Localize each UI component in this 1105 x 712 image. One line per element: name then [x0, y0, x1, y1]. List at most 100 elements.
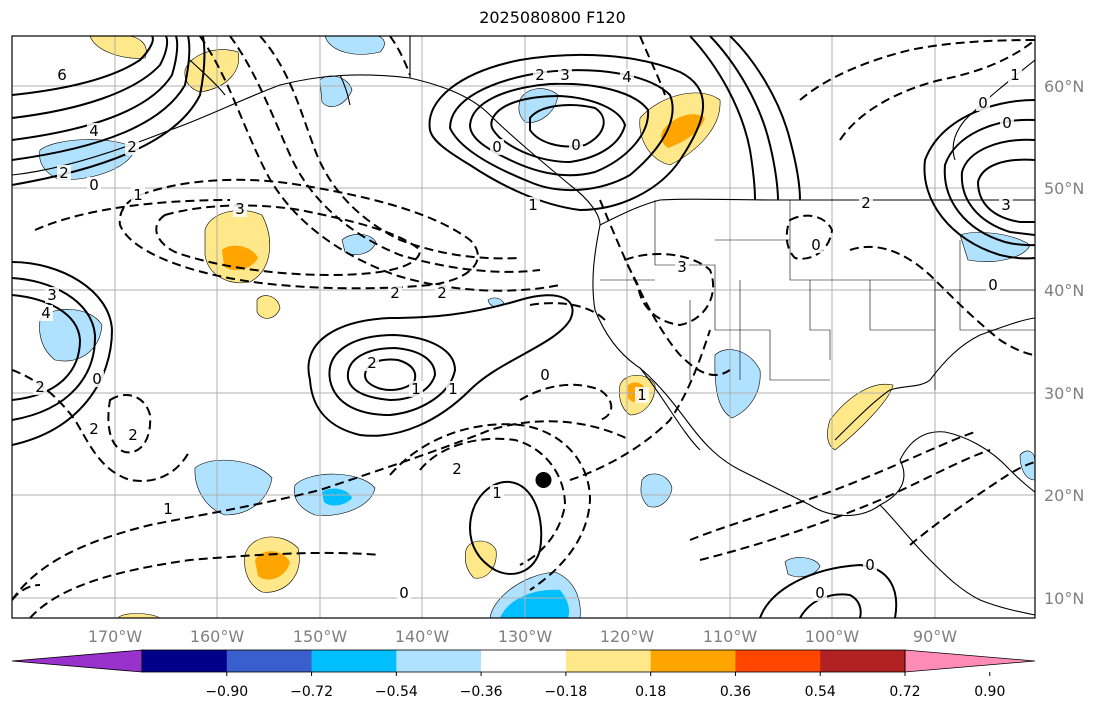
contour-label: 0: [978, 94, 988, 112]
contour-label: 2: [535, 66, 545, 84]
contour-label-bg: [1000, 115, 1014, 131]
contour-label-bg: [39, 305, 53, 321]
colorbar-outline: [141, 649, 906, 673]
contour-label: 2: [861, 194, 871, 212]
contour-label-bg: [813, 585, 827, 601]
contour-label-bg: [57, 165, 71, 181]
contour-label: 2: [128, 426, 138, 444]
colorbar-tick-label: 0.18: [635, 684, 666, 700]
contour-label-bg: [90, 371, 104, 387]
lon-label: 150°W: [293, 627, 348, 646]
colorbar-segment: [142, 650, 228, 672]
contour-label-bg: [976, 95, 990, 111]
contour-label: 0: [815, 584, 825, 602]
contour-label: 2: [452, 460, 462, 478]
contour-label-bg: [620, 69, 634, 85]
contour-label: 3: [677, 258, 687, 276]
contour-label: 0: [399, 584, 409, 602]
colorbar-tick-label: −0.90: [205, 684, 248, 700]
colorbar-tick-label: −0.54: [375, 684, 418, 700]
contour-label: 3: [235, 200, 245, 218]
contour-label-bg: [558, 67, 572, 83]
contour-label: 4: [41, 304, 51, 322]
contour-label-bg: [863, 557, 877, 573]
contour-label-bg: [126, 427, 140, 443]
colorbar-tick-label: −0.36: [460, 684, 503, 700]
contour-label-bg: [450, 461, 464, 477]
colorbar: [11, 649, 1036, 673]
contour-label-bg: [125, 139, 139, 155]
contour-label: 4: [622, 68, 632, 86]
contour-label-bg: [87, 123, 101, 139]
contour-label-bg: [87, 421, 101, 437]
lon-label: 120°W: [600, 627, 655, 646]
contour-label-bg: [87, 177, 101, 193]
contour-label-bg: [446, 381, 460, 397]
contour-label-bg: [490, 139, 504, 155]
lat-label: 40°N: [1044, 281, 1084, 300]
contour-label: 2: [367, 354, 377, 372]
colorbar-tick-label: 0.36: [720, 684, 751, 700]
contour-label: 1: [163, 500, 173, 518]
lon-label: 110°W: [703, 627, 758, 646]
contour-label-bg: [55, 67, 69, 83]
contour-label: 1: [411, 380, 421, 398]
contour-label-bg: [526, 197, 540, 213]
contour-label: 0: [492, 138, 502, 156]
lon-label: 140°W: [395, 627, 450, 646]
lon-label: 170°W: [88, 627, 143, 646]
colorbar-tick-label: −0.72: [290, 684, 333, 700]
contour-label: 2: [89, 420, 99, 438]
lon-label: 90°W: [913, 627, 957, 646]
map-area: [12, 36, 1035, 618]
contour-label-bg: [569, 137, 583, 153]
contour-label: 2: [35, 378, 45, 396]
colorbar-extend-high: [904, 649, 1036, 673]
contour-label-bg: [397, 585, 411, 601]
colorbar-tick-label: 0.54: [805, 684, 836, 700]
contour-label-bg: [233, 201, 247, 217]
contour-label-bg: [533, 67, 547, 83]
colorbar-tick-label: 0.90: [974, 684, 1005, 700]
contour-label: 0: [571, 136, 581, 154]
lon-label: 160°W: [190, 627, 245, 646]
colorbar-segment: [650, 650, 736, 672]
contour-label: 2: [59, 164, 69, 182]
colorbar-segment: [311, 650, 397, 672]
colorbar-segment: [396, 650, 482, 672]
contour-label-bg: [409, 381, 423, 397]
latitude-labels: 60°N 50°N 40°N 30°N 20°N 10°N: [1044, 77, 1084, 608]
contour-label: 0: [92, 370, 102, 388]
contour-label-bg: [809, 237, 823, 253]
contour-label-bg: [1008, 67, 1022, 83]
lat-label: 60°N: [1044, 77, 1084, 96]
lon-label: 130°W: [498, 627, 553, 646]
colorbar-ticks: −0.90 −0.72 −0.54 −0.36 −0.18 0.18 0.36 0.54 0.7…: [205, 672, 1005, 700]
contour-label-bg: [365, 355, 379, 371]
colorbar-segment: [820, 650, 906, 672]
contour-label: 6: [57, 66, 67, 84]
contour-label-bg: [131, 187, 145, 203]
colorbar-segment: [565, 650, 652, 672]
contour-label-bg: [986, 277, 1000, 293]
contour-label-bg: [388, 285, 402, 301]
contour-label-bg: [435, 285, 449, 301]
contour-label: 0: [811, 236, 821, 254]
contour-label-bg: [635, 387, 649, 403]
lat-label: 30°N: [1044, 384, 1084, 403]
colorbar-tick-label: −0.18: [544, 684, 587, 700]
contour-label-bg: [675, 259, 689, 275]
colorbar-segment: [481, 650, 567, 672]
contour-label-bg: [33, 379, 47, 395]
lat-label: 10°N: [1044, 589, 1084, 608]
contour-label: 1: [448, 380, 458, 398]
contour-label: 0: [1002, 114, 1012, 132]
map-title: 2025080800 F120: [479, 8, 626, 27]
lat-label: 20°N: [1044, 486, 1084, 505]
position-marker: [535, 472, 552, 488]
contour-label: 1: [133, 186, 143, 204]
state-borders: [600, 200, 1035, 390]
contour-label-bg: [538, 367, 552, 383]
contour-label: 0: [540, 366, 550, 384]
